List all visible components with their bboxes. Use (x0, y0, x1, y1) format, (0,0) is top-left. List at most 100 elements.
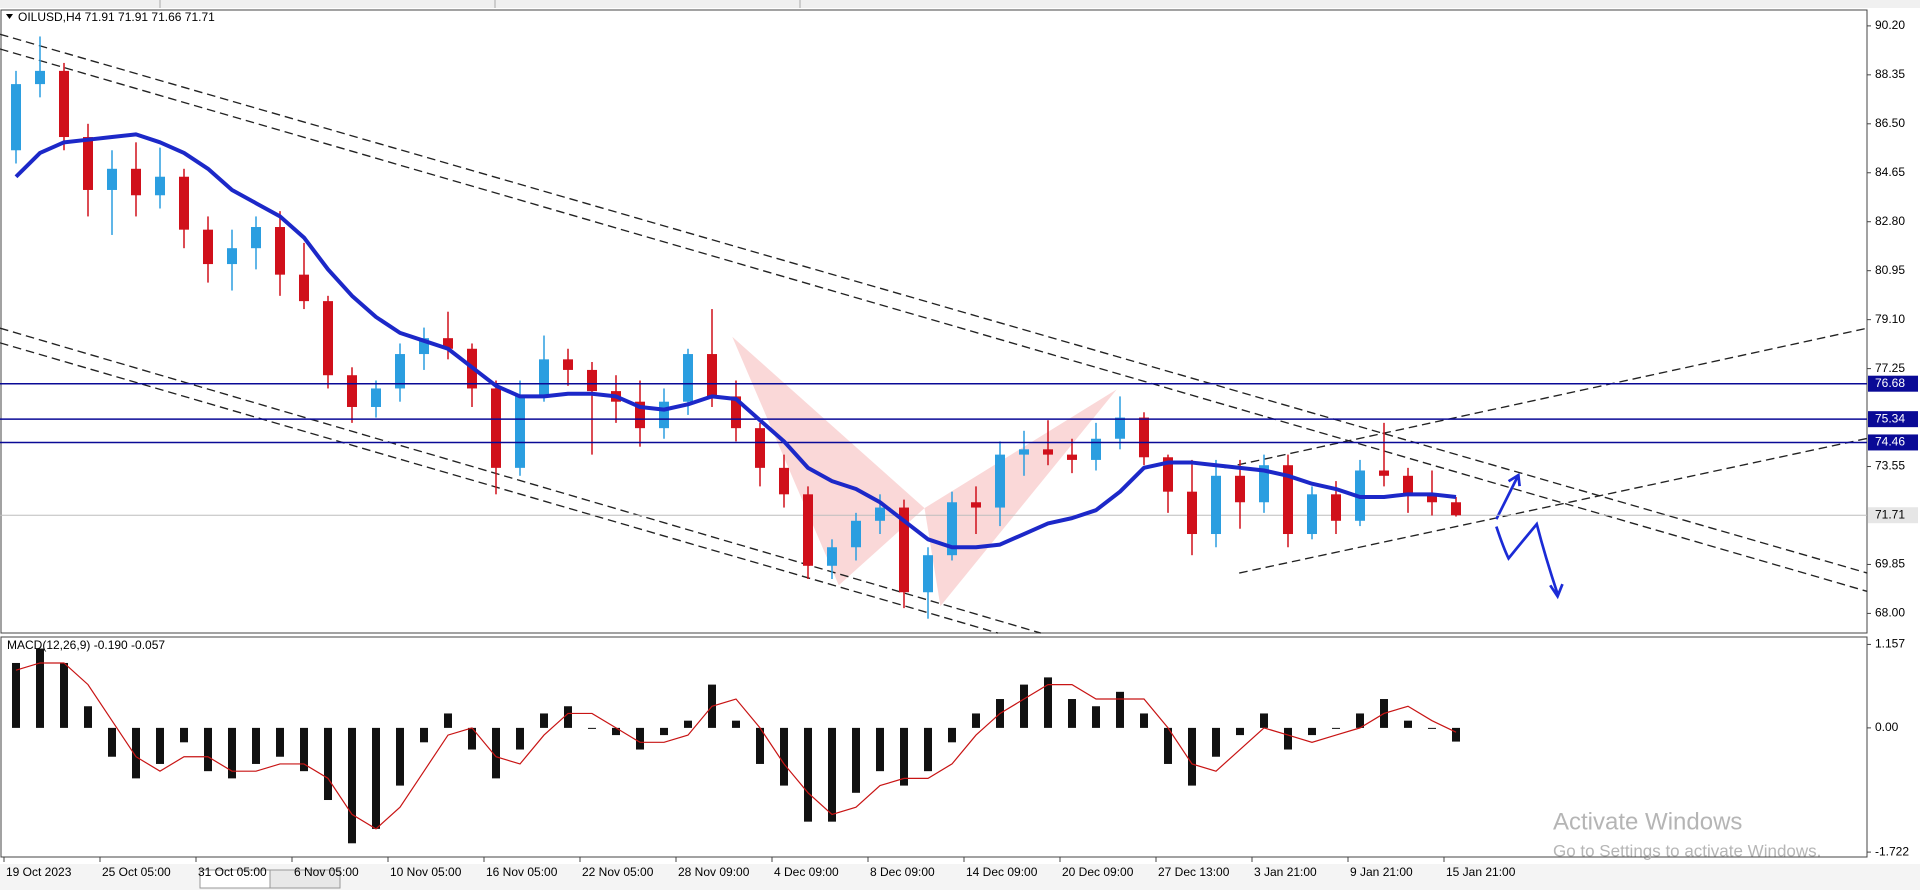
candle-body (11, 84, 21, 151)
macd-bar (732, 720, 740, 728)
candle-body (683, 354, 693, 402)
candle-body (1139, 417, 1149, 458)
x-tick-label: 14 Dec 09:00 (966, 865, 1038, 879)
x-tick-label: 20 Dec 09:00 (1062, 865, 1134, 879)
macd-bar (684, 720, 692, 728)
level-label: 74.46 (1875, 435, 1905, 449)
symbol-header: OILUSD,H4 71.91 71.91 71.66 71.71 (18, 10, 215, 24)
plot-layer (0, 36, 1867, 844)
macd-bar (1044, 677, 1052, 728)
y-tick-label: 82.80 (1875, 214, 1905, 228)
harmonic-bcd (924, 389, 1117, 607)
candle-body (251, 227, 261, 249)
candle-body (35, 70, 45, 85)
candle-body (419, 338, 429, 355)
menu-triangle (6, 14, 13, 19)
x-tick-label: 10 Nov 05:00 (390, 865, 462, 879)
x-tick-label: 31 Oct 05:00 (198, 865, 267, 879)
x-tick-label: 27 Dec 13:00 (1158, 865, 1230, 879)
macd-bar (1308, 727, 1316, 736)
candle-body (1043, 449, 1053, 455)
level-label: 75.34 (1875, 411, 1905, 425)
candle-body (755, 428, 765, 468)
macd-bar (1116, 691, 1124, 728)
candle-body (1403, 475, 1413, 495)
candle-body (1235, 475, 1245, 503)
signal-line (15, 662, 1457, 830)
x-tick-label: 4 Dec 09:00 (774, 865, 839, 879)
macd-bar (300, 727, 308, 772)
arrow-down (1495, 521, 1564, 600)
candle-body (1451, 502, 1461, 516)
macd-bar (1284, 727, 1292, 750)
candle-body (635, 401, 645, 429)
watermark-title: Activate Windows (1553, 808, 1742, 835)
candle-body (83, 137, 93, 190)
x-tick-label: 28 Nov 09:00 (678, 865, 750, 879)
macd-bar (948, 727, 956, 743)
price-pane-frame (0, 9, 1868, 634)
candle-body (347, 375, 357, 407)
candle-body (395, 354, 405, 389)
candle-body (587, 369, 597, 392)
x-tick-label: 16 Nov 05:00 (486, 865, 558, 879)
macd-bar (108, 727, 116, 757)
last-price-label: 71.71 (1875, 507, 1905, 521)
y-tick-label: 1.157 (1875, 637, 1905, 651)
candle-body (491, 388, 501, 468)
candle-body (875, 507, 885, 521)
macd-bar (204, 727, 212, 772)
candle-body (1211, 475, 1221, 535)
last-price-box (1868, 507, 1918, 524)
candle-body (203, 229, 213, 265)
macd-bar (564, 706, 572, 728)
macd-pane-frame (0, 636, 1868, 858)
macd-bar (588, 727, 596, 729)
macd-bar (1332, 727, 1340, 729)
y-tick-label: 79.10 (1875, 312, 1905, 326)
macd-bar (492, 727, 500, 779)
macd-bar (84, 706, 92, 728)
macd-bar (1236, 727, 1244, 736)
macd-bar (156, 727, 164, 764)
macd-bar (636, 727, 644, 750)
macd-bar (780, 727, 788, 786)
candle-body (443, 338, 453, 349)
wedge-line (1224, 327, 1868, 469)
level-box (1868, 434, 1918, 451)
moving-average (14, 132, 1457, 550)
candle-body (971, 502, 981, 508)
tab[interactable] (269, 869, 341, 889)
macd-bar (972, 713, 980, 728)
macd-bar (1020, 684, 1028, 728)
top-strip (0, 0, 1920, 8)
candle-body (1331, 494, 1341, 521)
macd-bar (1260, 713, 1268, 728)
x-tick-label: 9 Jan 21:00 (1350, 865, 1413, 879)
macd-bar (1092, 706, 1100, 728)
y-tick-label: 90.20 (1875, 18, 1905, 32)
candle-body (1283, 465, 1293, 535)
candle-body (275, 227, 285, 275)
candle-body (1091, 438, 1101, 460)
candle-body (1163, 457, 1173, 492)
macd-bar (900, 727, 908, 786)
macd-bar (1428, 727, 1436, 729)
macd-bar (924, 727, 932, 772)
candle-body (563, 359, 573, 370)
macd-bar (1212, 727, 1220, 757)
y-tick-label: 68.00 (1875, 606, 1905, 620)
candle-body (539, 359, 549, 397)
candle-body (227, 248, 237, 265)
macd-bar (516, 727, 524, 750)
level-box (1868, 375, 1918, 392)
macd-bar (228, 727, 236, 779)
candle-body (179, 176, 189, 230)
macd-bar (420, 727, 428, 743)
y-tick-label: 88.35 (1875, 67, 1905, 81)
candle-body (371, 388, 381, 407)
macd-header: MACD(12,26,9) -0.190 -0.057 (7, 638, 165, 652)
x-tick-label: 15 Jan 21:00 (1446, 865, 1516, 879)
candle-body (1019, 449, 1029, 455)
